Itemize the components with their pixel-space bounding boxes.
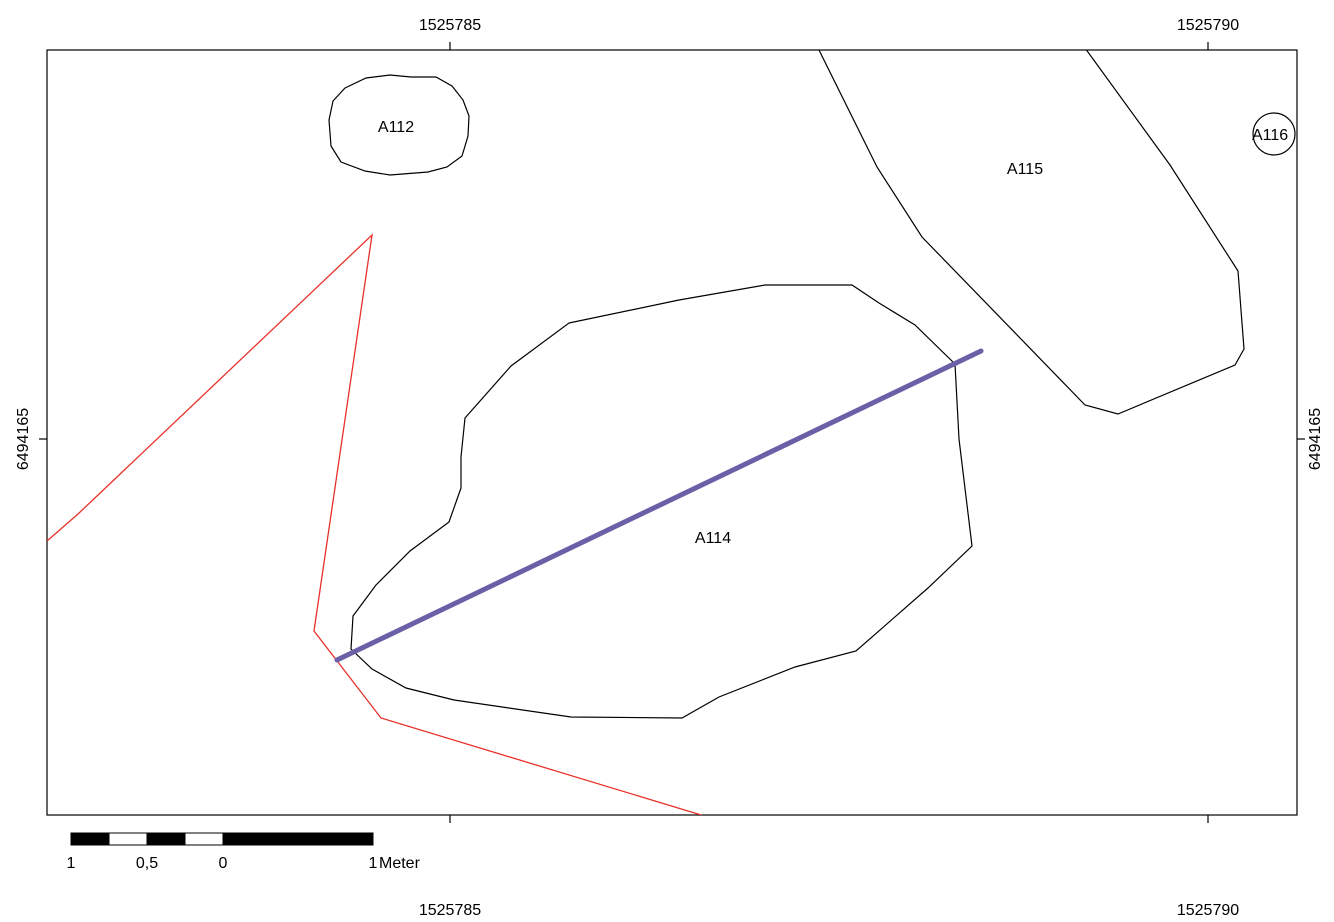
scale-unit: Meter [379, 855, 421, 872]
scale-label-right-1: 1 [369, 855, 378, 872]
scale-seg-2 [108, 832, 148, 846]
map-frame [46, 49, 1298, 816]
x-bottom-label-2: 1525790 [1177, 902, 1239, 919]
boundary-line [47, 233, 704, 815]
label-a115: A115 [1007, 161, 1043, 178]
scale-label-zero: 0 [219, 855, 228, 872]
label-a116: A116 [1252, 127, 1288, 144]
map-content: A112 A114 A115 A116 [47, 48, 1296, 815]
label-a114: A114 [695, 530, 731, 547]
feature-a112-outline[interactable] [328, 74, 470, 176]
x-top-label-2: 1525790 [1177, 17, 1239, 34]
label-a112: A112 [378, 119, 414, 136]
axis-ticks [39, 42, 1305, 823]
y-left-label: 6494165 [15, 408, 32, 470]
x-bottom-label-1: 1525785 [419, 902, 481, 919]
scale-seg-main [222, 832, 374, 846]
feature-a115-outline[interactable] [818, 48, 1245, 415]
section-line[interactable] [334, 348, 984, 663]
feature-a114-outline[interactable] [350, 284, 973, 719]
scale-seg-3 [146, 832, 186, 846]
scale-seg-4 [184, 832, 224, 846]
scale-label-half: 0,5 [136, 855, 158, 872]
feature-a116-outline[interactable] [1252, 112, 1296, 156]
scale-label-left-1: 1 [67, 855, 76, 872]
scale-seg-1 [70, 832, 110, 846]
y-right-label: 6494165 [1307, 408, 1324, 470]
scale-bar: 1 0,5 0 1 Meter [67, 832, 421, 872]
x-top-label-1: 1525785 [419, 17, 481, 34]
